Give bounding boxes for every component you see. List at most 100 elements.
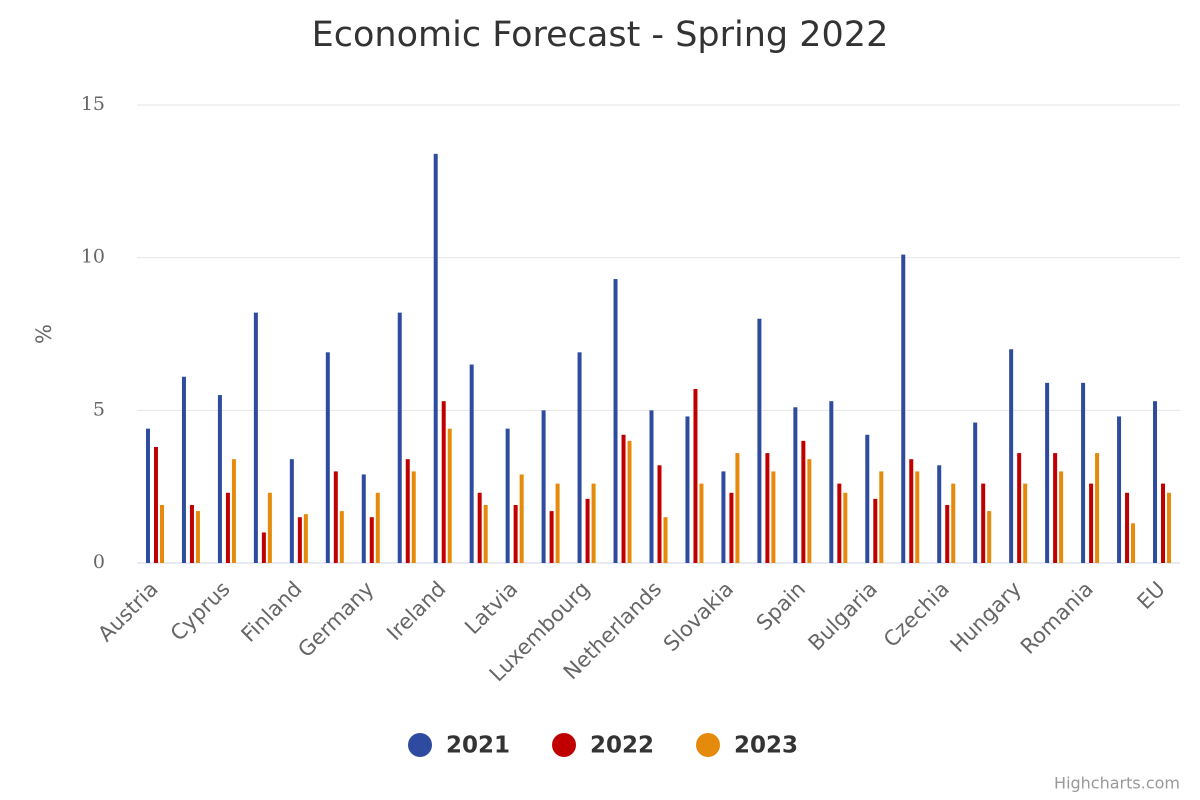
bar bbox=[469, 364, 474, 563]
bar bbox=[555, 483, 560, 563]
x-tick-label: Latvia bbox=[460, 577, 522, 639]
bar bbox=[289, 459, 294, 563]
bar bbox=[909, 459, 914, 563]
bar bbox=[1117, 416, 1122, 563]
legend-label[interactable]: 2022 bbox=[590, 733, 654, 759]
bar bbox=[361, 474, 366, 563]
bar bbox=[585, 498, 590, 563]
bar bbox=[195, 511, 200, 563]
bar bbox=[411, 471, 416, 563]
bar bbox=[1167, 492, 1172, 563]
chart-title: Economic Forecast - Spring 2022 bbox=[312, 15, 889, 55]
bar bbox=[397, 312, 402, 563]
bar bbox=[757, 318, 762, 563]
bar bbox=[153, 446, 158, 563]
bar bbox=[1125, 492, 1130, 563]
bar bbox=[901, 254, 906, 563]
bar bbox=[973, 422, 978, 563]
bar bbox=[837, 483, 842, 563]
legend-label[interactable]: 2021 bbox=[446, 733, 510, 759]
bar bbox=[513, 504, 518, 563]
bar bbox=[303, 514, 308, 563]
bar bbox=[649, 410, 654, 563]
bar bbox=[447, 428, 452, 563]
bar bbox=[189, 504, 194, 563]
bar bbox=[729, 492, 734, 563]
bar bbox=[685, 416, 690, 563]
legend-marker bbox=[408, 733, 432, 757]
bar bbox=[261, 532, 266, 563]
bar bbox=[1153, 401, 1158, 563]
bar bbox=[333, 471, 338, 563]
bar bbox=[591, 483, 596, 563]
x-tick-label: EU bbox=[1133, 577, 1170, 614]
y-axis-title: % bbox=[32, 324, 56, 344]
bar bbox=[1081, 382, 1086, 563]
bar bbox=[1089, 483, 1094, 563]
bar bbox=[829, 401, 834, 563]
bar bbox=[369, 517, 374, 563]
x-tick-label: Austria bbox=[93, 577, 162, 646]
y-tick-label: 15 bbox=[81, 93, 105, 115]
bar bbox=[267, 492, 272, 563]
y-tick-label: 10 bbox=[81, 246, 105, 268]
bar bbox=[721, 471, 726, 563]
x-tick-label: Bulgaria bbox=[804, 577, 883, 656]
x-tick-label: Czechia bbox=[879, 577, 954, 652]
legend-label[interactable]: 2023 bbox=[734, 733, 798, 759]
bar bbox=[297, 517, 302, 563]
bar bbox=[505, 428, 510, 563]
x-tick-label: Spain bbox=[752, 577, 810, 635]
bar bbox=[865, 434, 870, 563]
bar bbox=[253, 312, 258, 563]
bar bbox=[405, 459, 410, 563]
bar bbox=[1131, 523, 1136, 563]
bar bbox=[1059, 471, 1064, 563]
legend-marker bbox=[552, 733, 576, 757]
x-tick-label: Cyprus bbox=[166, 577, 235, 646]
bar bbox=[1009, 349, 1014, 563]
bar bbox=[1023, 483, 1028, 563]
x-tick-label: Ireland bbox=[382, 577, 450, 645]
y-tick-label: 5 bbox=[93, 398, 105, 420]
bar bbox=[801, 440, 806, 563]
bar bbox=[621, 434, 626, 563]
bar bbox=[1095, 453, 1100, 563]
bar bbox=[519, 474, 524, 563]
bar bbox=[987, 511, 992, 563]
bar bbox=[627, 440, 632, 563]
bar bbox=[945, 504, 950, 563]
bar bbox=[145, 428, 150, 563]
bar bbox=[843, 492, 848, 563]
bar bbox=[225, 492, 230, 563]
bar bbox=[879, 471, 884, 563]
bar bbox=[1053, 453, 1058, 563]
bar bbox=[441, 401, 446, 563]
bar bbox=[549, 511, 554, 563]
legend-marker bbox=[696, 733, 720, 757]
bar bbox=[339, 511, 344, 563]
x-tick-label: Romania bbox=[1016, 577, 1098, 659]
bar bbox=[375, 492, 380, 563]
bar bbox=[159, 504, 164, 563]
bar bbox=[693, 388, 698, 563]
bar bbox=[181, 376, 186, 563]
bar bbox=[433, 153, 438, 563]
bar bbox=[613, 279, 618, 563]
bar bbox=[477, 492, 482, 563]
credits: Highcharts.com bbox=[1054, 774, 1180, 793]
bar bbox=[951, 483, 956, 563]
x-tick-label: Slovakia bbox=[659, 577, 738, 656]
bar bbox=[1161, 483, 1166, 563]
bar bbox=[231, 459, 236, 563]
bar bbox=[807, 459, 812, 563]
x-tick-label: Finland bbox=[237, 577, 307, 647]
bar bbox=[915, 471, 920, 563]
y-tick-label: 0 bbox=[93, 551, 105, 573]
x-tick-label: Hungary bbox=[946, 577, 1026, 657]
bar bbox=[765, 453, 770, 563]
bar bbox=[793, 407, 798, 563]
bar bbox=[937, 465, 942, 563]
bar bbox=[1045, 382, 1050, 563]
